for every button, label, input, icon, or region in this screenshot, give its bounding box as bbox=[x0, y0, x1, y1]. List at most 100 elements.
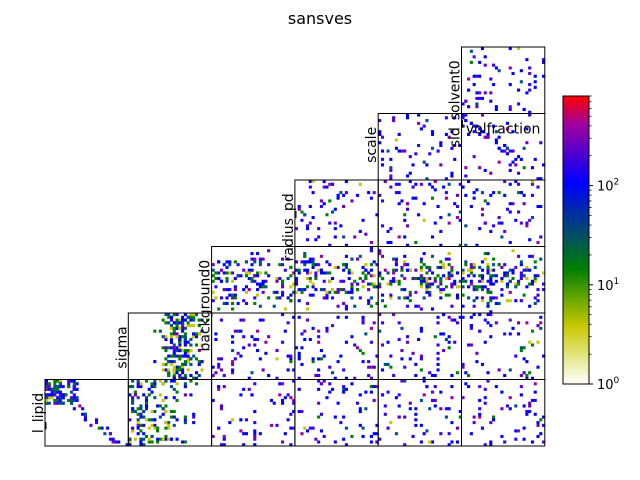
heatmap-cell bbox=[131, 385, 135, 389]
heatmap-cell bbox=[297, 299, 301, 303]
heatmap-cell bbox=[483, 318, 487, 322]
heatmap-cell bbox=[414, 182, 418, 186]
heatmap-cell bbox=[300, 218, 304, 222]
heatmap-cell bbox=[486, 135, 490, 139]
heatmap-cell bbox=[508, 47, 512, 51]
heatmap-cell bbox=[517, 332, 521, 336]
heatmap-cell bbox=[419, 326, 423, 330]
panel-frame bbox=[294, 312, 379, 380]
heatmap-cell bbox=[164, 368, 168, 372]
heatmap-cell bbox=[525, 127, 529, 131]
heatmap-cell bbox=[469, 326, 473, 330]
heatmap-cell bbox=[453, 340, 457, 344]
heatmap-cell bbox=[464, 99, 468, 103]
heatmap-cell bbox=[164, 313, 168, 317]
heatmap-cell bbox=[325, 271, 329, 275]
heatmap-cell bbox=[392, 116, 396, 120]
heatmap-cell bbox=[144, 404, 149, 408]
heatmap-cell bbox=[158, 404, 162, 408]
heatmap-cell bbox=[514, 429, 518, 433]
heatmap-cell bbox=[233, 329, 237, 333]
heatmap-cell bbox=[175, 321, 179, 325]
heatmap-cell bbox=[519, 260, 523, 264]
heatmap-cell bbox=[339, 279, 343, 283]
heatmap-cell bbox=[292, 379, 296, 383]
heatmap-cell bbox=[172, 423, 176, 427]
heatmap-cell bbox=[150, 409, 154, 414]
heatmap-cell bbox=[508, 268, 512, 272]
heatmap-cell bbox=[483, 387, 487, 391]
heatmap-cell bbox=[467, 132, 471, 136]
heatmap-cell bbox=[292, 426, 296, 430]
heatmap-cell bbox=[514, 285, 518, 289]
heatmap-cell bbox=[45, 379, 49, 383]
heatmap-cell bbox=[419, 257, 423, 261]
heatmap-cell bbox=[161, 335, 165, 339]
heatmap-cell bbox=[164, 357, 168, 361]
heatmap-cell bbox=[358, 423, 362, 427]
heatmap-cell bbox=[253, 429, 257, 433]
heatmap-cell bbox=[522, 268, 526, 272]
heatmap-cell bbox=[317, 329, 321, 333]
heatmap-cell bbox=[358, 276, 362, 281]
heatmap-cell bbox=[522, 166, 526, 170]
heatmap-cell bbox=[369, 434, 373, 438]
heatmap-cell bbox=[419, 368, 423, 372]
heatmap-cell bbox=[455, 426, 460, 430]
heatmap-cell bbox=[286, 354, 290, 358]
heatmap-cell bbox=[389, 293, 393, 297]
heatmap-cell bbox=[247, 376, 251, 380]
heatmap-cell bbox=[225, 271, 229, 275]
heatmap-cell bbox=[386, 229, 390, 233]
heatmap-cell bbox=[231, 279, 235, 283]
heatmap-cell bbox=[292, 409, 296, 414]
heatmap-cell bbox=[455, 321, 460, 325]
heatmap-cell bbox=[528, 88, 532, 92]
heatmap-cell bbox=[517, 279, 521, 283]
heatmap-cell bbox=[325, 396, 329, 400]
heatmap-cell bbox=[503, 373, 507, 378]
heatmap-cell bbox=[489, 310, 493, 314]
heatmap-cell bbox=[405, 207, 410, 211]
heatmap-cell bbox=[228, 421, 232, 425]
heatmap-cell bbox=[453, 202, 457, 206]
heatmap-cell bbox=[417, 304, 421, 308]
heatmap-cell bbox=[261, 279, 265, 283]
heatmap-cell bbox=[369, 240, 373, 245]
heatmap-cell bbox=[45, 387, 49, 391]
heatmap-cell bbox=[311, 263, 315, 267]
heatmap-cell bbox=[231, 296, 235, 300]
heatmap-cell bbox=[542, 163, 546, 167]
heatmap-cell bbox=[281, 440, 285, 444]
heatmap-cell bbox=[247, 271, 251, 275]
heatmap-cell bbox=[417, 276, 421, 281]
heatmap-cell bbox=[439, 288, 443, 292]
heatmap-cell bbox=[172, 313, 176, 317]
heatmap-cell bbox=[339, 288, 343, 292]
heatmap-cell bbox=[450, 271, 454, 275]
heatmap-cell bbox=[514, 180, 518, 184]
heatmap-cell bbox=[200, 343, 204, 347]
heatmap-cell bbox=[489, 276, 493, 281]
heatmap-cell bbox=[244, 271, 248, 275]
heatmap-cell bbox=[217, 276, 221, 281]
heatmap-cell bbox=[372, 274, 376, 278]
heatmap-cell bbox=[225, 276, 229, 281]
heatmap-cell bbox=[169, 362, 174, 366]
heatmap-cell bbox=[172, 349, 176, 353]
heatmap-cell bbox=[167, 423, 171, 427]
heatmap-cell bbox=[517, 47, 521, 51]
heatmap-cell bbox=[392, 257, 396, 261]
heatmap-cell bbox=[178, 318, 182, 322]
heatmap-cell bbox=[58, 385, 62, 389]
heatmap-cell bbox=[164, 434, 168, 438]
heatmap-cell bbox=[169, 337, 174, 342]
heatmap-cell bbox=[408, 155, 412, 159]
heatmap-cell bbox=[131, 398, 135, 402]
heatmap-cell bbox=[211, 263, 215, 267]
heatmap-cell bbox=[450, 282, 454, 286]
heatmap-cell bbox=[194, 382, 199, 386]
heatmap-cell bbox=[281, 293, 285, 297]
heatmap-cell bbox=[492, 224, 496, 228]
heatmap-cell bbox=[217, 385, 221, 389]
